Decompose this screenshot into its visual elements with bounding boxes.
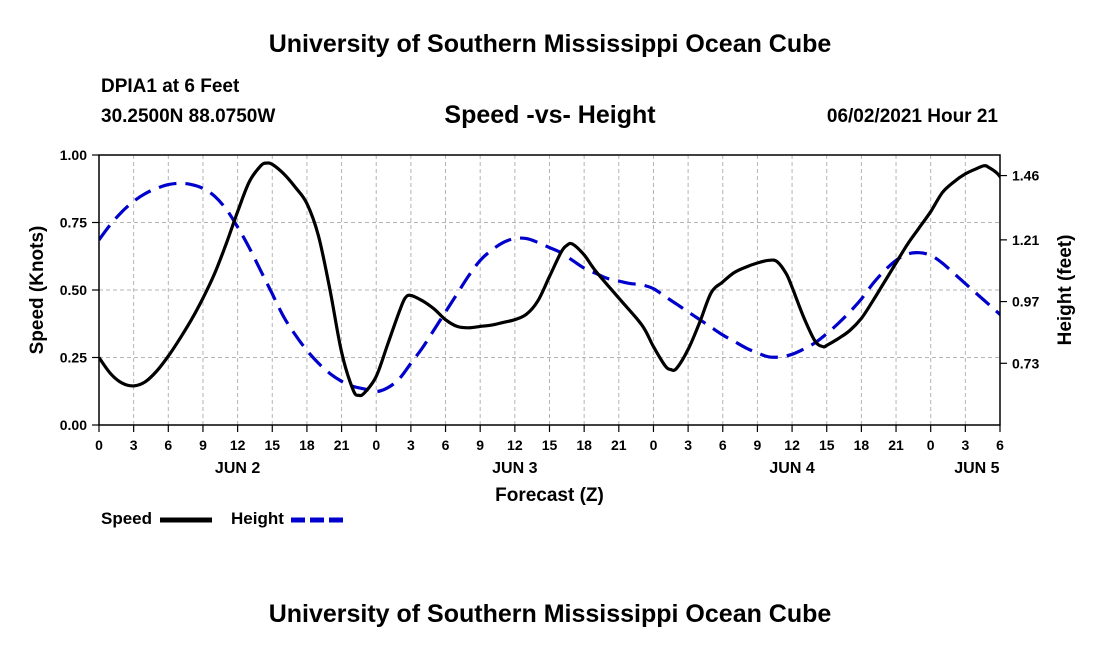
x-tick-label: 12	[507, 437, 523, 453]
series-lines	[99, 161, 1000, 398]
chart-bottom-title: University of Southern Mississippi Ocean…	[268, 600, 832, 628]
grid-lines	[99, 155, 1000, 425]
x-tick-label: 18	[854, 437, 870, 453]
x-tick-label: 0	[650, 437, 658, 453]
y-tick-label-left: 0.50	[60, 282, 87, 298]
x-tick-label: 3	[684, 437, 692, 453]
x-tick-label: 21	[888, 437, 904, 453]
day-label: JUN 3	[492, 460, 537, 477]
x-tick-label: 0	[927, 437, 935, 453]
y-tick-label-right: 0.97	[1012, 294, 1039, 310]
x-tick-label: 12	[784, 437, 800, 453]
chart-subtitle: Speed -vs- Height	[444, 101, 656, 129]
y-axis-label-right: Height (feet)	[1055, 235, 1076, 346]
day-label: JUN 4	[769, 460, 814, 477]
y-tick-label-right: 1.21	[1012, 232, 1039, 248]
x-tick-label: 15	[542, 437, 558, 453]
x-tick-label: 3	[130, 437, 138, 453]
y-tick-label-left: 0.00	[60, 417, 87, 433]
x-tick-label: 15	[264, 437, 280, 453]
x-tick-label: 3	[407, 437, 415, 453]
y-tick-label-left: 1.00	[60, 147, 87, 163]
y-tick-label-right: 1.46	[1012, 168, 1039, 184]
x-tick-label: 21	[611, 437, 627, 453]
day-label: JUN 5	[954, 460, 999, 477]
x-tick-label: 6	[996, 437, 1004, 453]
series-line-speed	[99, 161, 1000, 398]
x-tick-label: 0	[95, 437, 103, 453]
x-tick-label: 0	[372, 437, 380, 453]
x-tick-label: 18	[576, 437, 592, 453]
series-line-height	[99, 181, 1000, 394]
y-tick-label-right: 0.73	[1012, 355, 1039, 371]
y-axis-label-left: Speed (Knots)	[27, 226, 48, 355]
station-name: DPIA1 at 6 Feet	[101, 76, 240, 97]
station-coordinates: 30.2500N 88.0750W	[101, 106, 276, 127]
x-tick-label: 12	[230, 437, 246, 453]
x-tick-label: 9	[754, 437, 762, 453]
x-tick-label: 9	[199, 437, 207, 453]
x-tick-label: 6	[442, 437, 450, 453]
x-tick-label: 3	[961, 437, 969, 453]
day-label: JUN 2	[215, 460, 260, 477]
x-tick-label: 15	[819, 437, 835, 453]
x-tick-label: 18	[299, 437, 315, 453]
legend-label-speed: Speed	[101, 509, 153, 528]
x-tick-label: 6	[164, 437, 172, 453]
x-axis-label: Forecast (Z)	[495, 485, 604, 506]
chart-top-title: University of Southern Mississippi Ocean…	[268, 30, 832, 58]
legend-label-height: Height	[231, 509, 284, 528]
y-tick-label-left: 0.25	[60, 350, 87, 366]
forecast-datetime: 06/02/2021 Hour 21	[826, 106, 998, 127]
x-tick-label: 9	[476, 437, 484, 453]
axes: 0 3 6 9 12 15 18 21 0 3 6 9 12 15 18 21 0 3 6 9 12 15 18 21 0 3 6 0…	[60, 147, 1040, 477]
x-tick-label: 21	[334, 437, 350, 453]
y-tick-label-left: 0.75	[60, 215, 87, 231]
x-tick-label: 6	[719, 437, 727, 453]
